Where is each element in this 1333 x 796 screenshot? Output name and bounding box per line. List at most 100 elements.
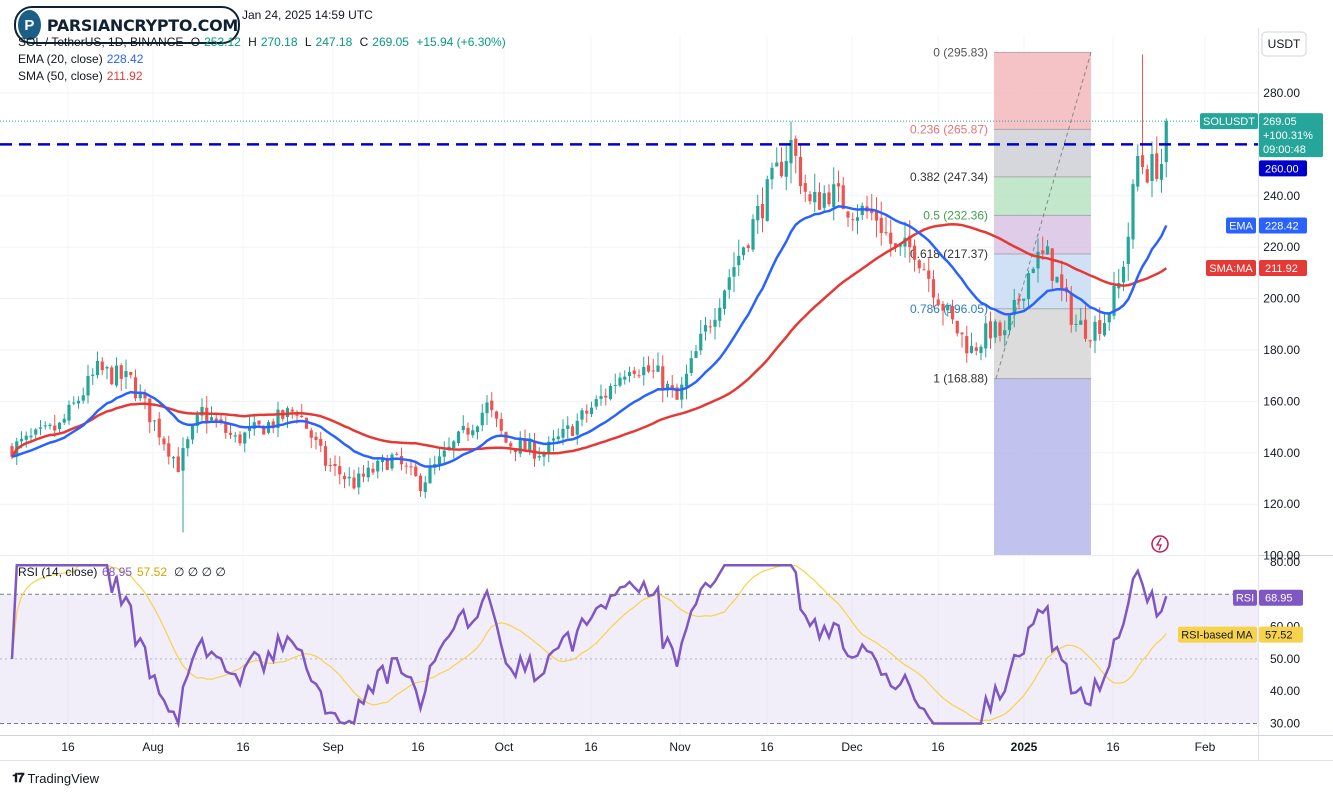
- candle-body: [276, 409, 280, 429]
- rsi-ma-name-tag: [1178, 626, 1257, 643]
- rsi-value-tag: [1259, 589, 1303, 606]
- candle-body: [908, 235, 912, 248]
- tradingview-footer[interactable]: 𝟏𝟕 TradingView: [12, 770, 99, 786]
- candle-body: [257, 420, 261, 425]
- candle-body: [466, 427, 470, 435]
- rsi-legend: RSI (14, close) 68.95 57.52 ∅ ∅ ∅ ∅: [18, 565, 226, 579]
- candle-body: [1045, 246, 1050, 255]
- change-value: +15.94 (+6.30%): [416, 35, 506, 49]
- candle-body: [689, 358, 693, 374]
- candle-body: [518, 439, 522, 454]
- candle-body: [209, 417, 214, 421]
- candle-body: [352, 477, 356, 489]
- candle-body: [461, 426, 465, 431]
- fib-zone: [994, 378, 1091, 555]
- candle-body: [670, 385, 674, 390]
- candle-body: [252, 422, 256, 429]
- candle-body: [186, 439, 190, 449]
- price-tag-change: +100.31%: [1263, 130, 1313, 142]
- x-tick-label: Nov: [669, 740, 690, 754]
- candle-body: [661, 366, 665, 391]
- candle-body: [81, 395, 85, 401]
- candle-body: [760, 204, 765, 219]
- sma-legend[interactable]: SMA (50, close) 211.92: [18, 69, 147, 83]
- candle-body: [703, 325, 708, 332]
- candle-body: [290, 409, 294, 412]
- candle-body: [1022, 298, 1026, 301]
- candle-body: [1150, 154, 1154, 182]
- candle-body: [575, 420, 579, 435]
- rsi-y-tick: 80.00: [1270, 555, 1300, 569]
- candle-body: [998, 322, 1002, 336]
- candle-body: [984, 323, 988, 349]
- candle-body: [176, 456, 180, 473]
- candle-body: [304, 417, 309, 429]
- candle-body: [1007, 315, 1012, 331]
- candle-body: [665, 383, 670, 391]
- candle-body: [86, 375, 90, 396]
- candle-body: [342, 475, 347, 480]
- candle-body: [105, 367, 109, 369]
- fib-level-label: 0 (295.83): [933, 45, 988, 59]
- candle-body: [409, 466, 413, 468]
- candle-body: [988, 321, 993, 339]
- candle-body: [214, 418, 218, 421]
- symbol-tag: [1200, 113, 1258, 130]
- candle-body: [1131, 184, 1135, 240]
- ema-legend[interactable]: EMA (20, close) 228.42: [18, 52, 147, 66]
- y-tick-label: 200.00: [1263, 292, 1300, 306]
- high-value: 270.18: [260, 35, 298, 49]
- candle-body: [471, 430, 475, 436]
- candle-body: [746, 245, 750, 248]
- price-tag: [1259, 113, 1323, 158]
- candle-body: [969, 345, 974, 353]
- candle-body: [114, 365, 119, 386]
- candle-body: [395, 453, 399, 455]
- candle-body: [789, 140, 793, 164]
- candle-body: [24, 435, 28, 440]
- candle-body: [713, 319, 717, 327]
- candle-body: [247, 427, 252, 431]
- fibonacci-retracement: 0 (295.83) 0.236 (265.87) 0.382 (247.34) 0.…: [910, 45, 1092, 555]
- candle-body: [195, 414, 199, 426]
- candle-body: [1140, 155, 1145, 168]
- candle-body: [323, 446, 328, 466]
- candle-body: [76, 400, 81, 404]
- candle-body: [1088, 340, 1092, 342]
- candle-body: [347, 476, 351, 479]
- candle-body: [143, 393, 147, 399]
- candle-body: [43, 425, 47, 427]
- candle-body: [808, 194, 812, 202]
- logo-icon: P: [18, 10, 41, 40]
- candle-body: [993, 321, 997, 338]
- candle-body: [1017, 298, 1021, 302]
- candle-body: [798, 156, 803, 187]
- tradingview-brand: TradingView: [27, 770, 100, 786]
- fib-zone: [994, 176, 1091, 216]
- candle-body: [931, 279, 936, 298]
- fib-level-label: 1 (168.88): [933, 372, 988, 386]
- candle-body: [124, 371, 128, 378]
- candle-body: [72, 402, 76, 404]
- candle-body: [756, 205, 760, 221]
- candle-body: [936, 299, 940, 305]
- candle-body: [1112, 285, 1116, 316]
- symbol-tag-label: SOLUSDT: [1203, 116, 1255, 128]
- symbol-label[interactable]: SOL / TetherUS, 1D, BINANCE: [18, 35, 184, 49]
- candle-body: [1107, 313, 1111, 323]
- candle-body: [452, 441, 456, 449]
- candle-body: [338, 466, 342, 475]
- low-value: 247.18: [315, 35, 353, 49]
- candle-body: [974, 347, 978, 351]
- candle-body: [893, 243, 898, 247]
- candle-body: [1069, 293, 1073, 325]
- candle-body: [1164, 121, 1168, 163]
- candle-body: [1121, 266, 1126, 283]
- candle-body: [262, 425, 266, 435]
- candle-body: [651, 370, 655, 372]
- candle-body: [832, 184, 836, 208]
- candle-body: [779, 161, 784, 177]
- candle-body: [960, 332, 964, 335]
- sma-name-tag: [1206, 259, 1256, 276]
